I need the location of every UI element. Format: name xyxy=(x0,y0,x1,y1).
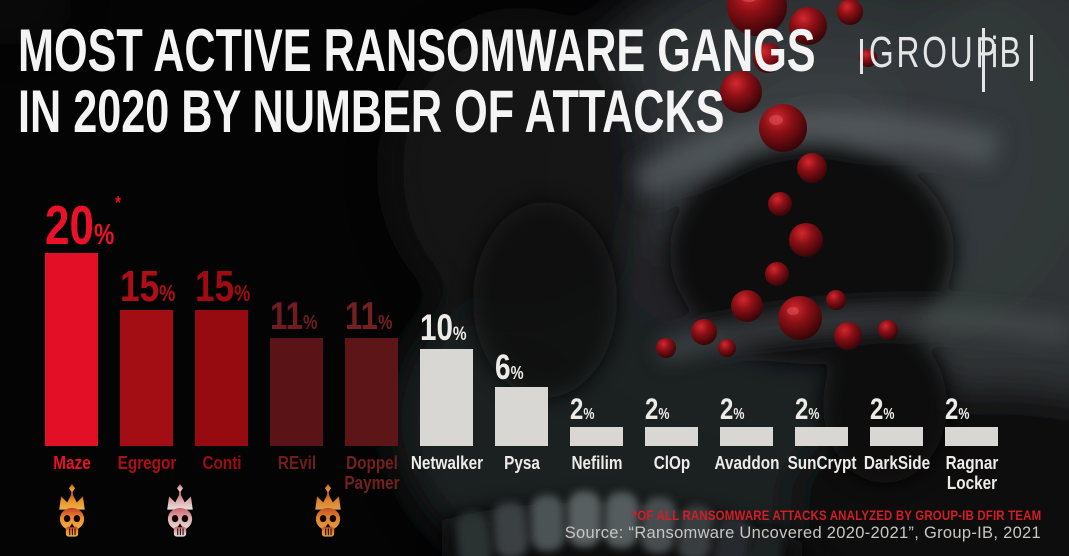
crowned-skull-icon-maze xyxy=(51,484,93,538)
bar-group-darkside: 2% DarkSide xyxy=(863,394,929,473)
bar-value-pysa: 6% xyxy=(495,347,524,387)
bar-group-revil: 11% REvil xyxy=(270,296,323,473)
asterisk-note: * xyxy=(115,191,121,213)
bar-avaddon xyxy=(720,427,773,446)
logo-bar-right xyxy=(1030,35,1033,81)
source-credit: Source: “Ransomware Uncovered 2020-2021”… xyxy=(564,524,1041,542)
bar-suncrypt xyxy=(795,427,848,446)
bar-group-suncrypt: 2% SunCrypt xyxy=(787,394,856,473)
bar-label-doppel-paymer: Doppel Paymer xyxy=(343,453,400,493)
bar-doppel-paymer xyxy=(345,338,398,446)
logo-text-group: GROUP xyxy=(869,28,1000,77)
bar-label-conti: Conti xyxy=(201,453,242,473)
percent-sign: % xyxy=(452,324,467,346)
percent-sign: % xyxy=(658,405,670,423)
bar-netwalker xyxy=(420,349,473,446)
logo-bar-middle xyxy=(982,28,985,92)
logo-text-ib: iB xyxy=(991,28,1023,77)
percent-sign: % xyxy=(883,405,895,423)
footnote: *OF ALL RANSOMWARE ATTACKS ANALYZED BY G… xyxy=(632,507,1041,523)
percent-sign: % xyxy=(808,405,820,423)
bar-label-ragnar-locker: Ragnar Locker xyxy=(945,453,998,493)
bar-value-nefilim: 2% xyxy=(570,392,595,426)
bar-label-clop: ClOp xyxy=(653,453,690,473)
percent-sign: % xyxy=(583,405,595,423)
percent-sign: % xyxy=(302,311,318,334)
bar-ragnar-locker xyxy=(945,427,998,446)
skull-teeth-art xyxy=(442,491,802,556)
bar-group-pysa: 6% Pysa xyxy=(495,350,548,473)
bar-label-nefilim: Nefilim xyxy=(570,453,622,473)
bar-pysa xyxy=(495,387,548,446)
bar-clop xyxy=(645,427,698,446)
percent-sign: % xyxy=(958,405,970,423)
bar-value-clop: 2% xyxy=(645,392,670,426)
bar-group-egregor: 15% Egregor xyxy=(117,264,176,473)
percent-sign: % xyxy=(510,362,524,383)
bar-label-egregor: Egregor xyxy=(117,453,176,473)
bar-darkside xyxy=(870,427,923,446)
bar-label-darkside: DarkSide xyxy=(863,453,930,473)
bar-group-netwalker: 10% Netwalker xyxy=(410,309,482,473)
bar-value-conti: 15% xyxy=(195,261,251,311)
page-title-line2: IN 2020 BY NUMBER OF ATTACKS xyxy=(18,78,725,145)
percent-sign: % xyxy=(733,405,745,423)
bar-group-clop: 2% ClOp xyxy=(645,394,698,473)
bar-value-avaddon: 2% xyxy=(720,392,745,426)
bar-value-ragnar-locker: 2% xyxy=(945,392,970,426)
bar-value-netwalker: 10% xyxy=(420,307,467,349)
bar-group-ragnar-locker: 2% Ragnar Locker xyxy=(945,394,998,493)
crowned-skull-icon-egregor xyxy=(159,484,201,538)
bar-group-nefilim: 2% Nefilim xyxy=(570,394,623,473)
bar-value-suncrypt: 2% xyxy=(795,392,820,426)
page-title: MOST ACTIVE RANSOMWARE GANGS IN 2020 BY … xyxy=(18,20,816,142)
bar-group-maze: 20%* Maze xyxy=(45,193,121,473)
bar-label-maze: Maze xyxy=(52,453,91,473)
group-ib-logo: GROUP iB xyxy=(860,28,1042,94)
bar-label-revil: REvil xyxy=(277,453,316,473)
blood-spheres-art xyxy=(656,0,898,358)
bar-nefilim xyxy=(570,427,623,446)
bar-value-darkside: 2% xyxy=(870,392,895,426)
bar-label-avaddon: Avaddon xyxy=(714,453,779,473)
percent-sign: % xyxy=(159,279,176,306)
crowned-skull-icon-doppel-paymer xyxy=(307,484,349,538)
page-title-line1: MOST ACTIVE RANSOMWARE GANGS xyxy=(18,17,816,84)
bar-value-doppel-paymer: 11% xyxy=(345,294,393,338)
bar-group-doppel-paymer: 11% Doppel Paymer xyxy=(344,296,399,493)
bar-conti xyxy=(195,310,248,446)
bar-label-netwalker: Netwalker xyxy=(410,453,483,473)
bar-group-avaddon: 2% Avaddon xyxy=(714,394,779,473)
bar-value-egregor: 15% xyxy=(120,261,176,311)
bar-label-pysa: Pysa xyxy=(503,453,540,473)
bar-value-revil: 11% xyxy=(270,294,318,338)
bar-egregor xyxy=(120,310,173,446)
percent-sign: % xyxy=(93,219,115,252)
percent-sign: % xyxy=(377,311,393,334)
percent-sign: % xyxy=(234,279,251,306)
bar-revil xyxy=(270,338,323,446)
bar-value-maze: 20%* xyxy=(45,191,121,257)
logo-bar-left xyxy=(860,39,863,74)
bar-group-conti: 15% Conti xyxy=(195,264,250,473)
bar-maze xyxy=(45,253,98,446)
bar-label-suncrypt: SunCrypt xyxy=(787,453,856,473)
